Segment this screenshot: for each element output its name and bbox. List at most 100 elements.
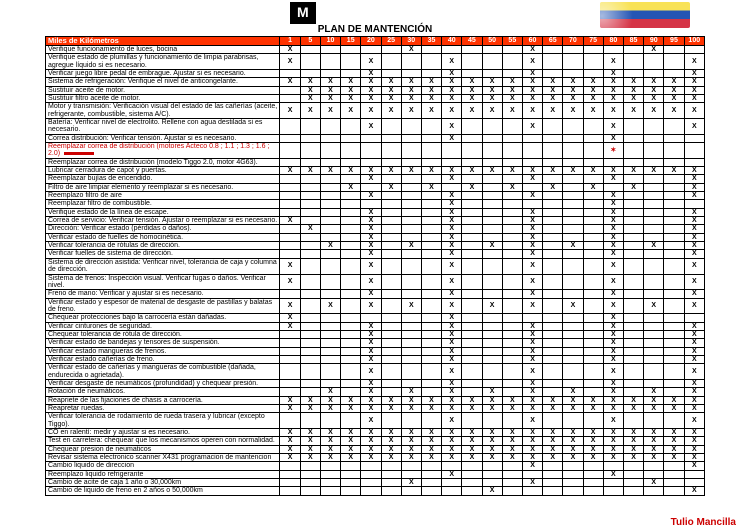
mark-cell [482,45,502,53]
mark-cell [563,470,583,478]
mark-cell: X [482,103,502,119]
mark-cell [361,134,381,142]
mark-cell: X [603,242,623,250]
mark-cell [381,413,401,429]
mark-cell [320,355,340,363]
mark-cell [462,45,482,53]
mark-cell [442,158,462,166]
mark-cell: X [320,437,340,445]
mark-cell: X [603,118,623,134]
mark-cell [421,54,441,70]
mark-cell: X [442,233,462,241]
mark-cell [664,192,684,200]
mark-cell [381,290,401,298]
mark-cell [462,258,482,274]
mark-cell [280,330,300,338]
mark-cell [280,355,300,363]
mark-cell [583,330,603,338]
mark-cell [482,250,502,258]
mark-cell: X [603,250,623,258]
mark-cell [482,258,502,274]
mark-cell [462,208,482,216]
mark-cell [623,364,643,380]
mark-cell [320,208,340,216]
mark-cell [381,118,401,134]
mark-cell [583,208,603,216]
mark-cell: X [341,183,361,191]
mark-cell: X [684,217,704,225]
mark-cell: X [442,103,462,119]
mark-cell [563,192,583,200]
mark-cell [644,379,664,387]
mark-cell: X [563,429,583,437]
mark-cell: X [684,330,704,338]
mark-cell: X [623,429,643,437]
mark-cell: X [563,167,583,175]
mark-cell: X [280,445,300,453]
mark-cell [644,322,664,330]
mark-cell: X [381,437,401,445]
mark-cell [401,487,421,495]
row-desc: Sistema de frenos: Inspección visual. Ve… [46,274,280,290]
row-desc: Reemplazo filtro de aire [46,192,280,200]
mark-cell [563,339,583,347]
mark-cell [381,200,401,208]
mark-cell: X [401,437,421,445]
mark-cell [442,487,462,495]
mark-cell [684,45,704,53]
mark-cell [361,45,381,53]
mark-cell: X [684,405,704,413]
mark-cell [401,330,421,338]
row-desc: Test en carretera: chequear que los meca… [46,437,280,445]
mark-cell [644,134,664,142]
mark-cell: X [522,405,542,413]
mark-cell [401,217,421,225]
mark-cell: X [502,437,522,445]
mark-cell [381,339,401,347]
mark-cell [482,183,502,191]
mark-cell: X [280,437,300,445]
mark-cell: X [341,78,361,86]
mark-cell: X [280,396,300,404]
mark-cell: X [522,388,542,396]
mark-cell: X [603,298,623,314]
mark-cell [644,330,664,338]
mark-cell: X [320,388,340,396]
mark-cell [543,314,563,322]
mark-cell [543,290,563,298]
mark-cell: X [442,54,462,70]
mark-cell: X [684,103,704,119]
mark-cell [280,118,300,134]
row-desc: Sistema de dirección asistida: Verificar… [46,258,280,274]
row-desc: Chequear tolerancia de rótula de direcci… [46,330,280,338]
mark-cell [502,134,522,142]
mark-cell: X [522,192,542,200]
mark-cell [664,322,684,330]
mark-cell: X [684,355,704,363]
mark-cell [401,54,421,70]
mark-cell [684,479,704,487]
mark-cell [401,347,421,355]
maintenance-table: Miles de Kilómetros151015202530354045505… [45,36,705,496]
mark-cell: X [361,233,381,241]
mark-cell [502,379,522,387]
mark-cell: X [583,86,603,94]
mark-cell [482,322,502,330]
mark-cell [462,388,482,396]
km-header: 10 [320,37,340,46]
mark-cell: X [320,167,340,175]
mark-cell [543,355,563,363]
author-footer: Tulio Mancilla [671,517,736,528]
mark-cell [320,339,340,347]
mark-cell [341,347,361,355]
mark-cell: X [401,167,421,175]
mark-cell [300,364,320,380]
mark-cell [563,290,583,298]
km-header: 15 [341,37,361,46]
mark-cell [563,208,583,216]
mark-cell [401,192,421,200]
mark-cell: X [684,78,704,86]
mark-cell [563,217,583,225]
mark-cell: X [522,69,542,77]
mark-cell: X [603,379,623,387]
